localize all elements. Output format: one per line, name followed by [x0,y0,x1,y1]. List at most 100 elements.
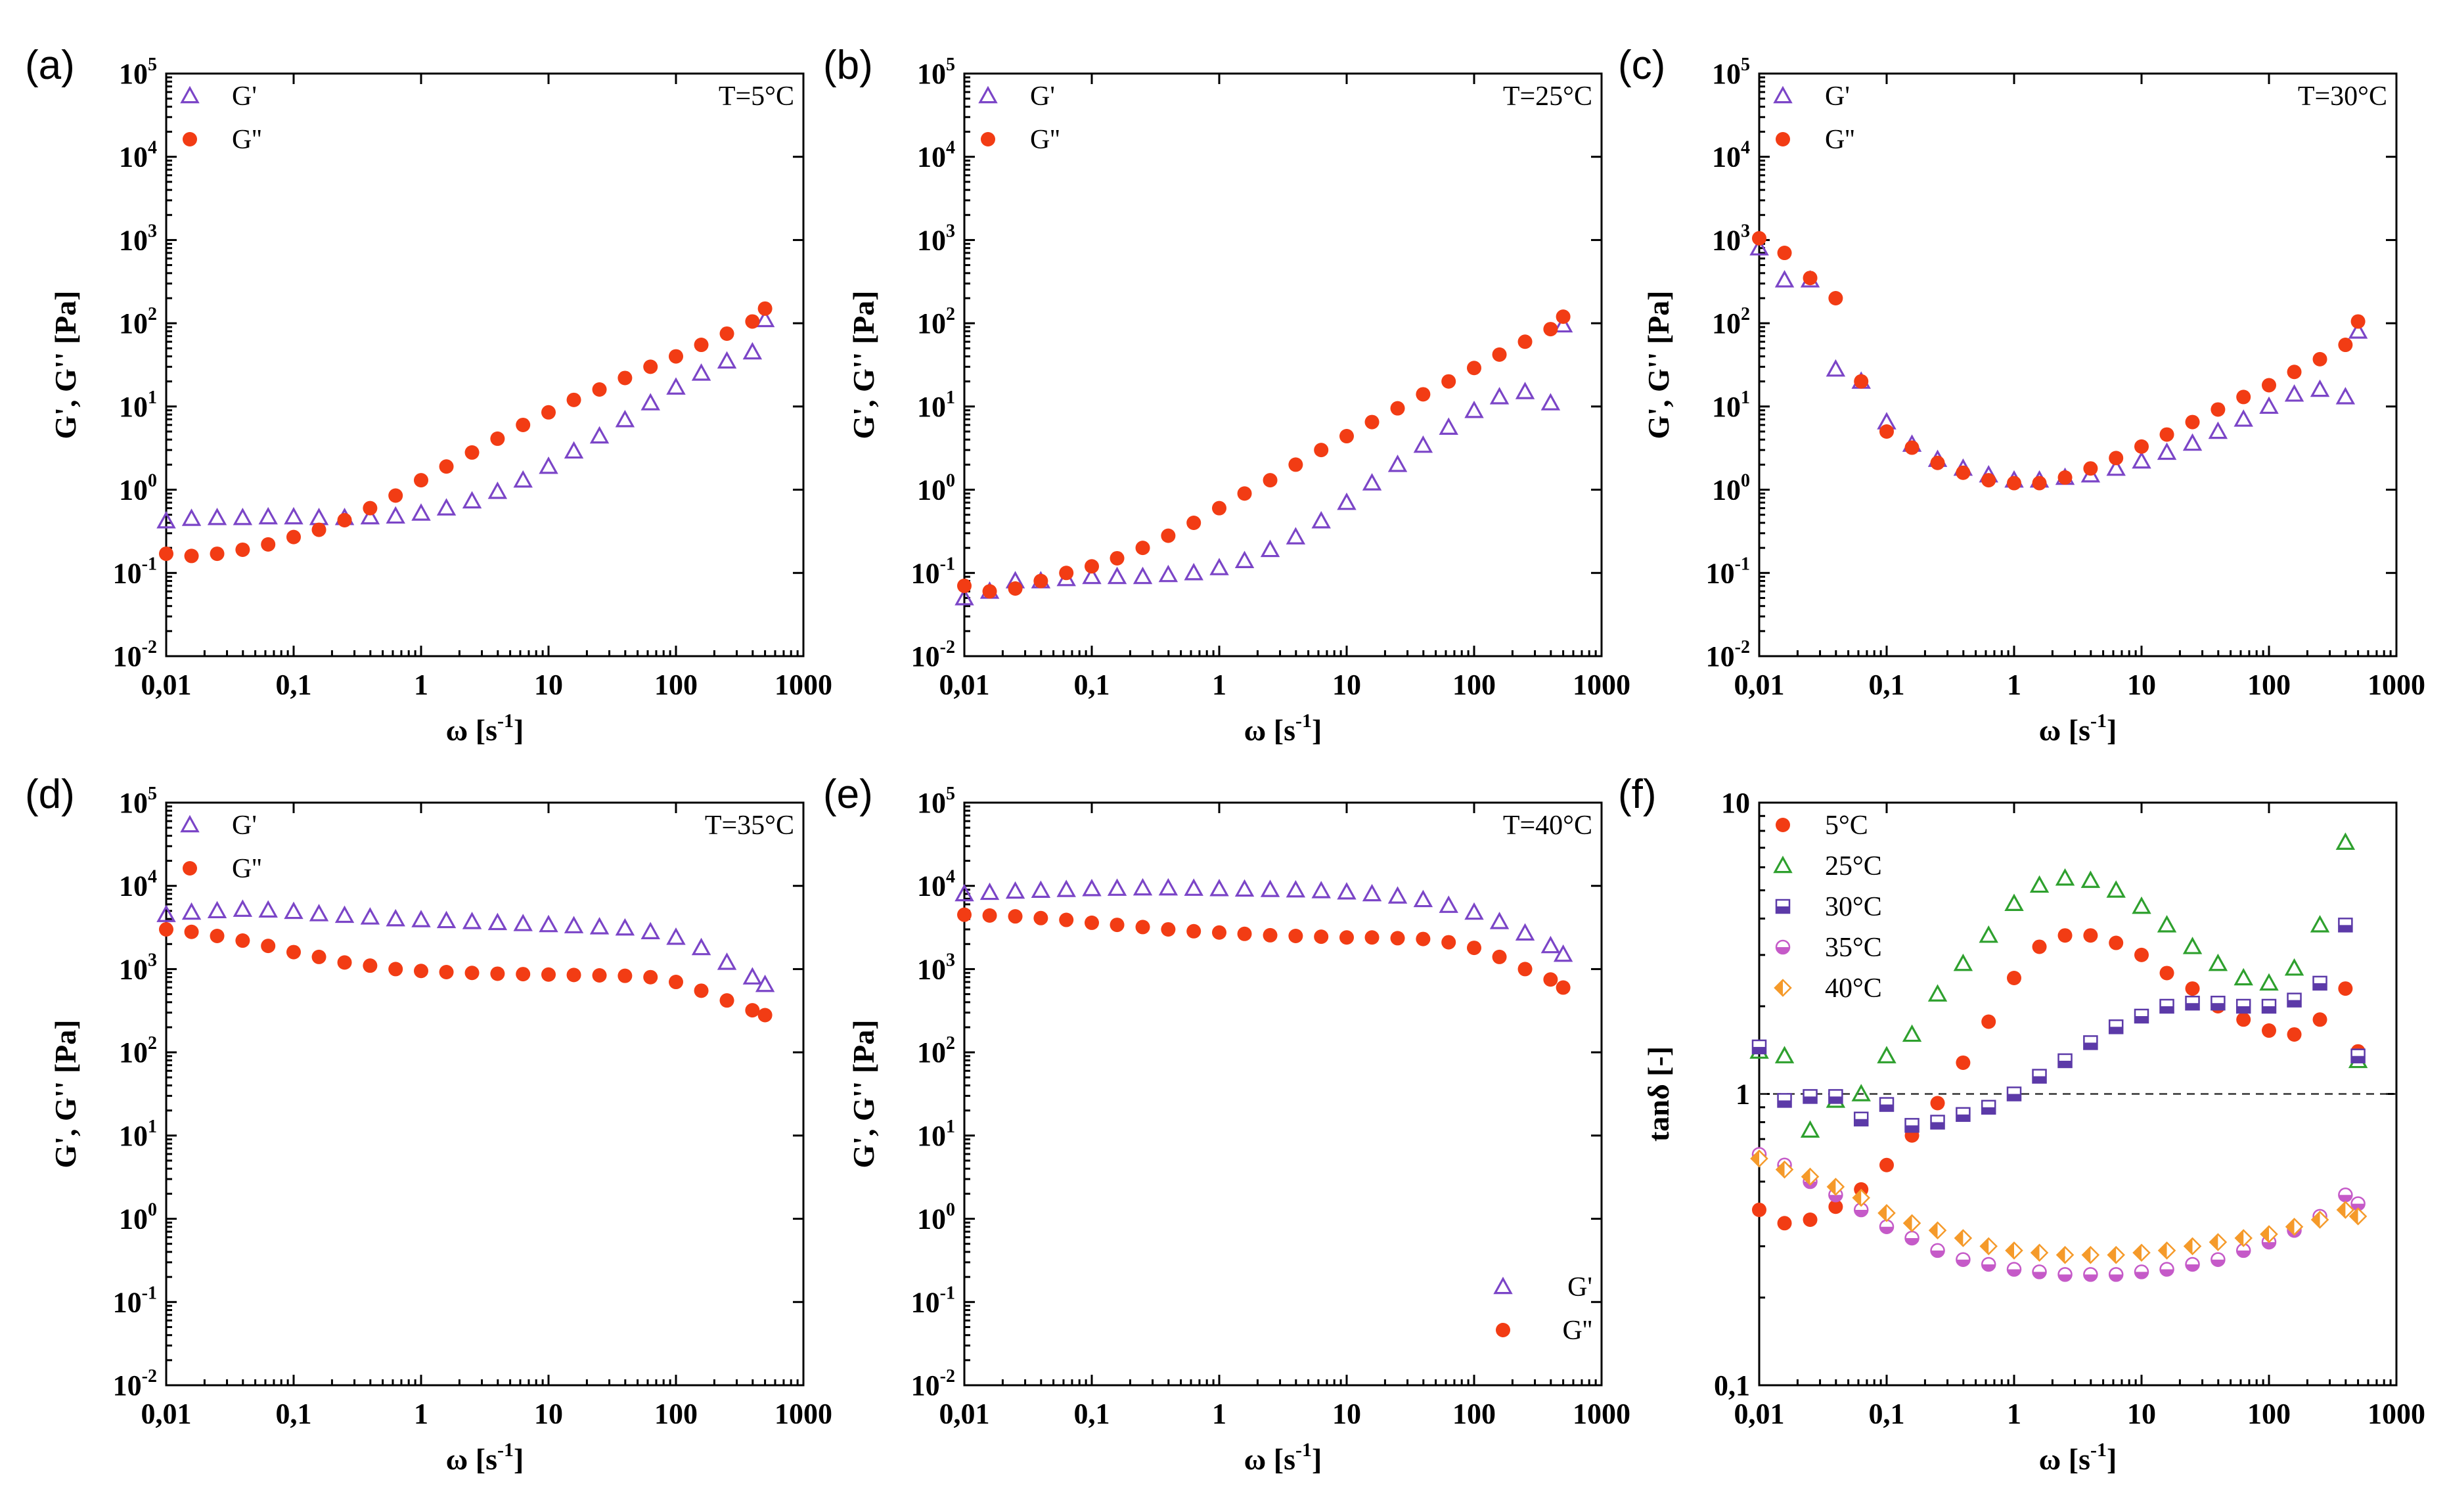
data-point-g-prime [233,508,253,525]
data-point-g-double-prime [957,578,972,593]
data-point-g-double-prime [2057,470,2073,485]
data-point-35c [2211,1252,2226,1267]
data-point-g-prime [1540,393,1561,411]
data-point-g-prime [564,441,584,459]
data-point-40c [2005,1241,2023,1260]
x-tick-label: 1 [2007,1398,2021,1430]
data-point-g-double-prime [2350,314,2366,329]
data-point-30c [2134,1008,2149,1024]
panel-label: (b) [823,43,873,88]
data-point-g-prime [691,937,711,956]
data-point-g-double-prime [1956,465,1971,480]
legend-marker-g-prime [1493,1276,1513,1295]
data-point-40c [1902,1214,1921,1233]
data-point-g-prime [462,491,482,509]
data-point-g-prime [1553,944,1573,962]
data-point-g-prime [309,904,329,922]
data-point-g-double-prime [1059,912,1074,927]
legend-marker-g-double-prime [1496,1323,1510,1337]
data-point-25c [2004,893,2024,912]
data-point-g-prime [2208,421,2228,439]
data-point-5c [2134,947,2149,962]
data-point-40c [2107,1245,2125,1264]
legend-marker-g-double-prime [183,861,197,876]
y-axis-label: G', G'' [Pa] [847,290,880,439]
data-point-40c [1954,1229,1973,1247]
temperature-annotation: T=30°C [2298,81,2387,112]
data-point-g-double-prime [2338,338,2353,353]
data-point-g-double-prime [2007,476,2021,491]
x-tick-label: 0,1 [1869,1398,1905,1430]
data-point-5c [1981,1014,1996,1029]
data-point-g-double-prime [1314,443,1329,458]
data-point-g-double-prime [1364,930,1380,945]
data-point-25c [1902,1024,1922,1042]
data-point-g-prime [666,377,686,395]
data-point-25c [2234,967,2253,986]
data-point-g-prime [1082,879,1102,897]
data-point-5c [2007,971,2021,986]
data-point-40c [2157,1241,2176,1260]
data-point-g-double-prime [617,370,633,386]
data-point-30c [2083,1035,2098,1050]
data-point-40c [1852,1188,1870,1207]
legend-label-g-prime: G' [232,811,257,841]
y-tick-label: 103 [119,221,157,256]
data-point-g-prime [156,904,176,922]
data-point-g-prime [411,503,431,521]
legend-label-g-prime: G' [1030,81,1055,112]
legend-label-g-prime: G' [1825,81,1850,112]
data-point-g-prime [564,916,584,933]
data-point-30c [1777,1093,1792,1108]
x-tick-label: 10 [2127,669,2156,701]
data-point-g-double-prime [1085,559,1099,574]
temperature-annotation: T=35°C [705,811,794,841]
panel-label: (a) [25,43,75,88]
data-point-g-prime [1133,566,1153,585]
data-point-25c [2310,915,2330,933]
data-point-g-prime [589,426,610,444]
data-point-g-double-prime [1803,271,1818,286]
data-point-g-double-prime [1441,935,1456,950]
data-point-g-prime [1489,387,1510,405]
legend-marker-g-prime [1773,85,1793,104]
data-point-g-prime [1082,566,1102,585]
data-point-g-prime [640,393,660,411]
data-point-g-double-prime [388,488,403,503]
data-point-30c [1828,1089,1843,1104]
data-point-25c [2080,870,2101,888]
data-point-g-prime [1005,881,1025,899]
x-tick-label: 1000 [1573,669,1630,701]
data-point-g-prime [386,908,405,927]
data-point-40c [1750,1149,1768,1168]
data-point-25c [1877,1046,1897,1063]
data-point-g-prime [717,351,737,369]
data-point-g-prime [1133,878,1153,896]
data-point-g-prime [717,952,737,970]
y-axis-label: G', G'' [Pa] [49,290,82,439]
legend-marker-25c [1773,855,1793,874]
data-point-25c [2106,880,2126,898]
x-tick-label: 0,1 [276,1398,312,1430]
legend: G' G'' [1773,81,1854,155]
data-point-g-prime [1056,879,1076,897]
data-point-g-double-prime [1263,927,1278,943]
data-point-g-double-prime [414,473,428,488]
data-point-30c [1853,1111,1869,1126]
y-tick-label: 10-2 [113,637,157,673]
data-point-g-double-prime [2083,461,2098,476]
y-tick-label: 101 [917,388,955,423]
data-point-g-prime [691,363,711,381]
y-tick-label: 100 [119,1200,157,1235]
y-tick-label: 103 [119,950,157,985]
data-point-g-prime [436,910,457,929]
data-point-35c [2235,1243,2251,1258]
x-tick-label: 1000 [2368,669,2425,701]
data-point-g-prime [742,967,763,985]
legend-marker-g-prime [180,814,200,833]
data-point-5c [1879,1157,1894,1172]
data-point-35c [1956,1252,1971,1267]
data-point-g-prime [979,882,1000,901]
legend: G' G'' [1493,1272,1592,1346]
y-tick-label: 102 [1712,304,1750,340]
